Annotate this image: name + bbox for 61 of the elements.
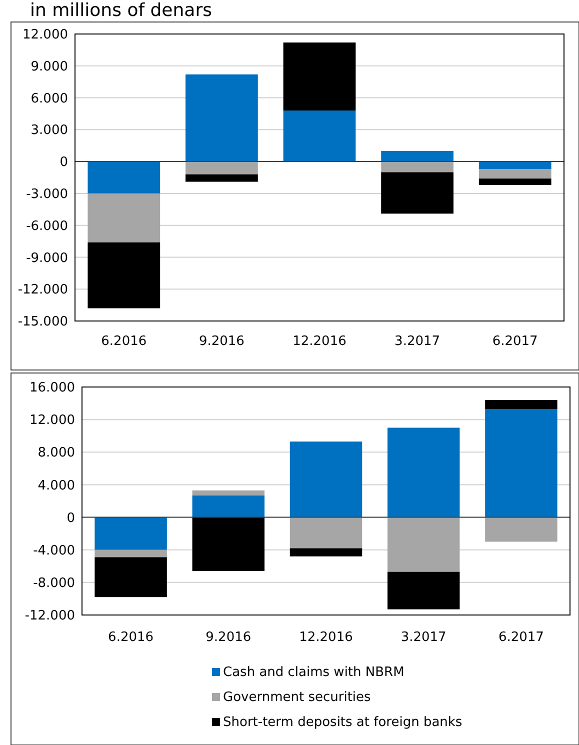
- y-tick-label: 12.000: [22, 28, 68, 43]
- legend-label: Government securities: [223, 690, 372, 705]
- bar: [387, 428, 460, 518]
- bar: [478, 168, 552, 179]
- x-tick-label: 6.2016: [108, 630, 154, 645]
- bar: [478, 162, 552, 169]
- y-tick-label: -3.000: [26, 186, 68, 202]
- bar: [186, 162, 258, 174]
- y-tick-label: -4.000: [33, 543, 75, 558]
- y-tick-label: 0: [66, 510, 75, 526]
- x-tick-label: 3.2017: [394, 334, 440, 349]
- bar: [192, 517, 265, 572]
- bar: [283, 42, 356, 111]
- bar: [94, 557, 167, 598]
- bar: [186, 174, 258, 182]
- bar: [485, 408, 558, 518]
- bar: [186, 74, 258, 162]
- bar: [387, 572, 460, 610]
- y-tick-label: -9.000: [26, 250, 68, 266]
- bar: [88, 242, 160, 308]
- bar: [381, 150, 454, 162]
- x-tick-label: 12.2016: [292, 334, 346, 349]
- y-tick-label: 12.000: [30, 413, 75, 428]
- x-tick-label: 6.2016: [101, 334, 147, 349]
- bar: [387, 517, 460, 572]
- bar: [94, 517, 167, 550]
- bar: [381, 172, 454, 214]
- bar: [381, 162, 454, 172]
- legend-label: Cash and claims with NBRM: [223, 665, 404, 680]
- bar: [88, 162, 160, 194]
- y-tick-label: 0: [60, 155, 68, 170]
- x-tick-label: 6.2017: [492, 334, 538, 349]
- y-tick-label: 6.000: [30, 91, 68, 106]
- bar: [478, 178, 552, 185]
- y-tick-label: -12.000: [24, 608, 75, 624]
- y-tick-label: 8.000: [38, 446, 75, 461]
- y-tick-label: 9.000: [30, 59, 68, 74]
- x-tick-label: 6.2017: [498, 630, 544, 645]
- bar: [290, 442, 362, 518]
- y-tick-label: 4.000: [38, 478, 75, 494]
- y-tick-label: -12.000: [18, 282, 68, 298]
- y-tick-label: 3.000: [30, 123, 68, 138]
- y-tick-label: 16.000: [30, 380, 75, 396]
- y-tick-label: -8.000: [33, 576, 75, 591]
- bar: [192, 495, 265, 518]
- bar: [485, 400, 558, 409]
- x-tick-label: 3.2017: [400, 630, 446, 645]
- bar: [485, 517, 558, 542]
- chart-title: in millions of denars: [30, 0, 212, 21]
- legend-label: Short-term deposits at foreign banks: [223, 715, 462, 730]
- x-tick-label: 12.2016: [299, 630, 353, 645]
- bar: [290, 548, 362, 556]
- bar: [94, 550, 167, 558]
- bar: [290, 517, 362, 548]
- y-tick-label: -6.000: [26, 218, 68, 234]
- x-tick-label: 9.2016: [198, 334, 244, 349]
- bar: [88, 193, 160, 242]
- bar: [283, 110, 356, 162]
- y-tick-label: -15.000: [18, 314, 68, 330]
- bar: [192, 490, 265, 496]
- x-tick-label: 9.2016: [206, 630, 252, 645]
